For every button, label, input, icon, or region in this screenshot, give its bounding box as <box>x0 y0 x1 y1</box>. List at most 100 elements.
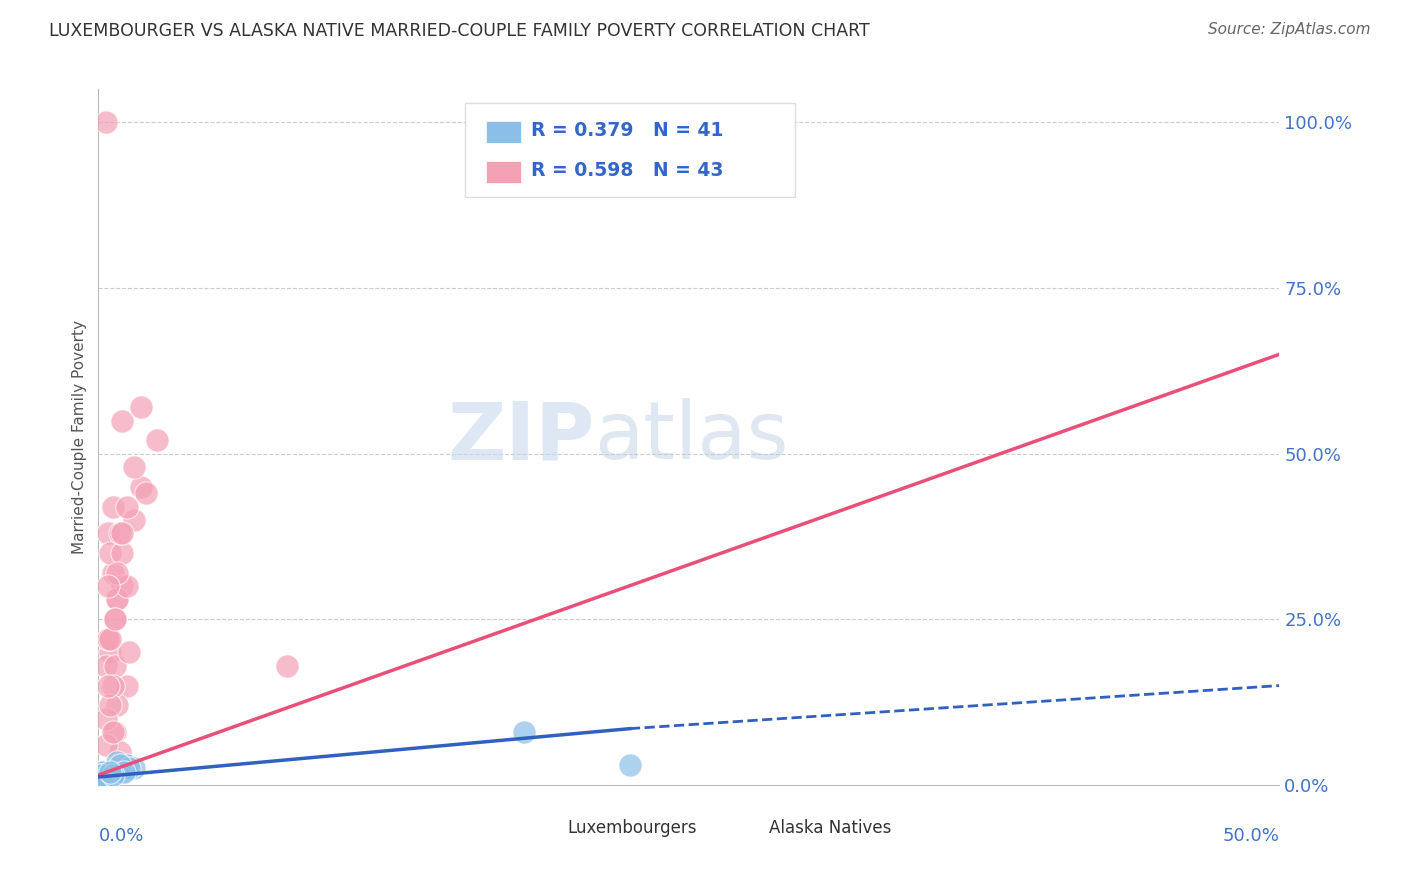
Text: atlas: atlas <box>595 398 789 476</box>
Point <box>97 526 120 541</box>
Point <box>90 774 112 789</box>
Point <box>104 658 127 673</box>
Point <box>90 768 112 782</box>
Point <box>122 761 145 775</box>
Point <box>108 745 131 759</box>
Point <box>105 755 128 769</box>
Point <box>94 115 117 129</box>
Text: ZIP: ZIP <box>447 398 595 476</box>
Point <box>91 772 114 786</box>
Text: R = 0.379   N = 41: R = 0.379 N = 41 <box>530 121 723 140</box>
Point <box>115 758 138 772</box>
Point <box>276 658 298 673</box>
Point <box>91 774 114 789</box>
Point <box>98 764 121 779</box>
Bar <box>486 161 522 183</box>
Point <box>91 768 114 782</box>
Point <box>89 772 111 786</box>
Point <box>104 612 127 626</box>
Point <box>90 768 112 782</box>
Text: Source: ZipAtlas.com: Source: ZipAtlas.com <box>1208 22 1371 37</box>
Point <box>97 632 120 647</box>
Point <box>91 764 114 779</box>
Point <box>91 764 114 779</box>
Point <box>90 774 112 789</box>
Point <box>104 725 127 739</box>
Point <box>111 546 134 560</box>
Point <box>122 513 145 527</box>
Bar <box>486 121 522 144</box>
Point <box>97 632 120 647</box>
Point <box>91 764 114 779</box>
Y-axis label: Married-Couple Family Poverty: Married-Couple Family Poverty <box>72 320 87 554</box>
Text: 0.0%: 0.0% <box>98 827 143 845</box>
Point <box>94 772 117 786</box>
FancyBboxPatch shape <box>464 103 796 197</box>
Text: 50.0%: 50.0% <box>1223 827 1279 845</box>
Point <box>135 486 157 500</box>
Point <box>94 658 117 673</box>
Text: R = 0.598   N = 43: R = 0.598 N = 43 <box>530 161 723 180</box>
Point <box>122 459 145 474</box>
Point <box>108 758 131 772</box>
Point <box>105 566 128 580</box>
Point <box>90 772 112 786</box>
Point <box>90 772 112 786</box>
Point <box>101 566 124 580</box>
Point <box>118 761 141 775</box>
Text: LUXEMBOURGER VS ALASKA NATIVE MARRIED-COUPLE FAMILY POVERTY CORRELATION CHART: LUXEMBOURGER VS ALASKA NATIVE MARRIED-CO… <box>49 22 870 40</box>
Point <box>111 579 134 593</box>
Point <box>91 772 114 786</box>
Text: Luxembourgers: Luxembourgers <box>567 819 697 837</box>
Text: Alaska Natives: Alaska Natives <box>769 819 891 837</box>
Point <box>118 645 141 659</box>
Point <box>91 768 114 782</box>
Point <box>101 679 124 693</box>
Bar <box>530 819 562 837</box>
Bar <box>730 819 763 837</box>
Point <box>94 738 117 752</box>
Point <box>111 764 134 779</box>
Point <box>93 768 115 782</box>
Point <box>619 758 641 772</box>
Point <box>91 772 114 786</box>
Point <box>111 413 134 427</box>
Point <box>94 772 117 786</box>
Point <box>101 768 124 782</box>
Point <box>108 526 131 541</box>
Point <box>129 480 152 494</box>
Point <box>89 774 111 789</box>
Point <box>105 698 128 713</box>
Point <box>105 592 128 607</box>
Point <box>101 500 124 514</box>
Point <box>98 632 121 647</box>
Point <box>104 612 127 626</box>
Point <box>91 768 114 782</box>
Point <box>98 645 121 659</box>
Point <box>115 579 138 593</box>
Point <box>90 774 112 789</box>
Point <box>90 774 112 789</box>
Point <box>89 772 111 786</box>
Point <box>512 725 534 739</box>
Point <box>89 768 111 782</box>
Point <box>97 579 120 593</box>
Point <box>101 725 124 739</box>
Point <box>97 679 120 693</box>
Point <box>115 679 138 693</box>
Point <box>146 434 169 448</box>
Point <box>94 712 117 726</box>
Point <box>105 592 128 607</box>
Point <box>112 764 135 779</box>
Point <box>129 401 152 415</box>
Point <box>111 526 134 541</box>
Point <box>90 764 112 779</box>
Point <box>98 546 121 560</box>
Point <box>90 774 112 789</box>
Point <box>96 774 118 789</box>
Point <box>115 500 138 514</box>
Point <box>93 768 115 782</box>
Point <box>98 698 121 713</box>
Point <box>91 774 114 789</box>
Point <box>91 764 114 779</box>
